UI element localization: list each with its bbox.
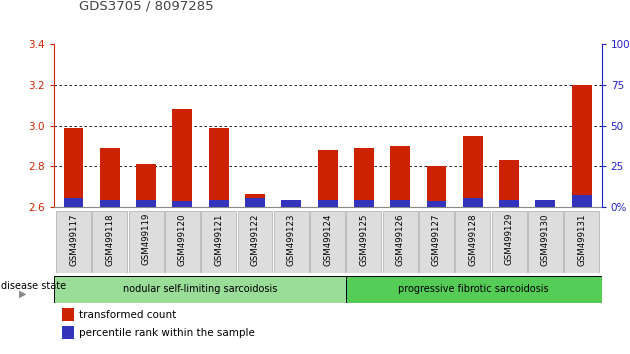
FancyBboxPatch shape (201, 211, 236, 273)
FancyBboxPatch shape (564, 211, 599, 273)
Bar (390, 200, 410, 207)
Text: GSM499121: GSM499121 (214, 213, 223, 266)
Text: GSM499131: GSM499131 (577, 213, 586, 266)
Bar (571, 85, 592, 207)
Bar (346, 276, 602, 303)
FancyBboxPatch shape (274, 211, 309, 273)
Bar (354, 200, 374, 207)
Text: GDS3705 / 8097285: GDS3705 / 8097285 (79, 0, 214, 12)
Bar (427, 201, 447, 207)
Text: GSM499119: GSM499119 (142, 213, 151, 266)
Bar (64, 198, 84, 207)
FancyBboxPatch shape (129, 211, 164, 273)
FancyBboxPatch shape (310, 211, 345, 273)
Text: GSM499122: GSM499122 (251, 213, 260, 266)
Bar (209, 128, 229, 207)
Text: GSM499120: GSM499120 (178, 213, 187, 266)
Bar (463, 198, 483, 207)
Text: nodular self-limiting sarcoidosis: nodular self-limiting sarcoidosis (122, 284, 277, 295)
FancyBboxPatch shape (56, 211, 91, 273)
Text: ▶: ▶ (19, 289, 26, 299)
Text: GSM499124: GSM499124 (323, 213, 332, 266)
Bar (245, 194, 265, 207)
Bar (136, 164, 156, 207)
Text: GSM499126: GSM499126 (396, 213, 404, 266)
Bar (318, 200, 338, 207)
Bar (62, 326, 74, 339)
Bar (427, 166, 447, 207)
FancyBboxPatch shape (93, 211, 127, 273)
FancyBboxPatch shape (238, 211, 272, 273)
Bar (536, 205, 556, 207)
Text: percentile rank within the sample: percentile rank within the sample (79, 328, 255, 338)
Text: GSM499129: GSM499129 (505, 213, 513, 266)
Text: GSM499118: GSM499118 (105, 213, 114, 266)
Bar (282, 200, 301, 207)
FancyBboxPatch shape (165, 211, 200, 273)
Text: disease state: disease state (1, 281, 66, 291)
Text: GSM499123: GSM499123 (287, 213, 296, 266)
Text: transformed count: transformed count (79, 310, 176, 320)
Bar (354, 148, 374, 207)
Text: GSM499125: GSM499125 (359, 213, 369, 266)
Text: GSM499127: GSM499127 (432, 213, 441, 266)
Text: GSM499117: GSM499117 (69, 213, 78, 266)
FancyBboxPatch shape (491, 211, 527, 273)
Bar (62, 308, 74, 321)
Bar (499, 160, 519, 207)
Bar (499, 200, 519, 207)
Text: GSM499128: GSM499128 (468, 213, 478, 266)
Bar (282, 200, 301, 207)
Bar (318, 150, 338, 207)
Bar (54, 276, 346, 303)
Bar (245, 198, 265, 207)
Bar (390, 146, 410, 207)
Bar (100, 148, 120, 207)
FancyBboxPatch shape (455, 211, 490, 273)
Bar (173, 109, 192, 207)
Bar (463, 136, 483, 207)
Text: progressive fibrotic sarcoidosis: progressive fibrotic sarcoidosis (398, 284, 549, 295)
Bar (209, 200, 229, 207)
FancyBboxPatch shape (528, 211, 563, 273)
Bar (173, 201, 192, 207)
FancyBboxPatch shape (419, 211, 454, 273)
Bar (571, 195, 592, 207)
FancyBboxPatch shape (346, 211, 381, 273)
Text: GSM499130: GSM499130 (541, 213, 550, 266)
Bar (536, 200, 556, 207)
FancyBboxPatch shape (383, 211, 418, 273)
Bar (100, 200, 120, 207)
Bar (64, 128, 84, 207)
Bar (136, 200, 156, 207)
